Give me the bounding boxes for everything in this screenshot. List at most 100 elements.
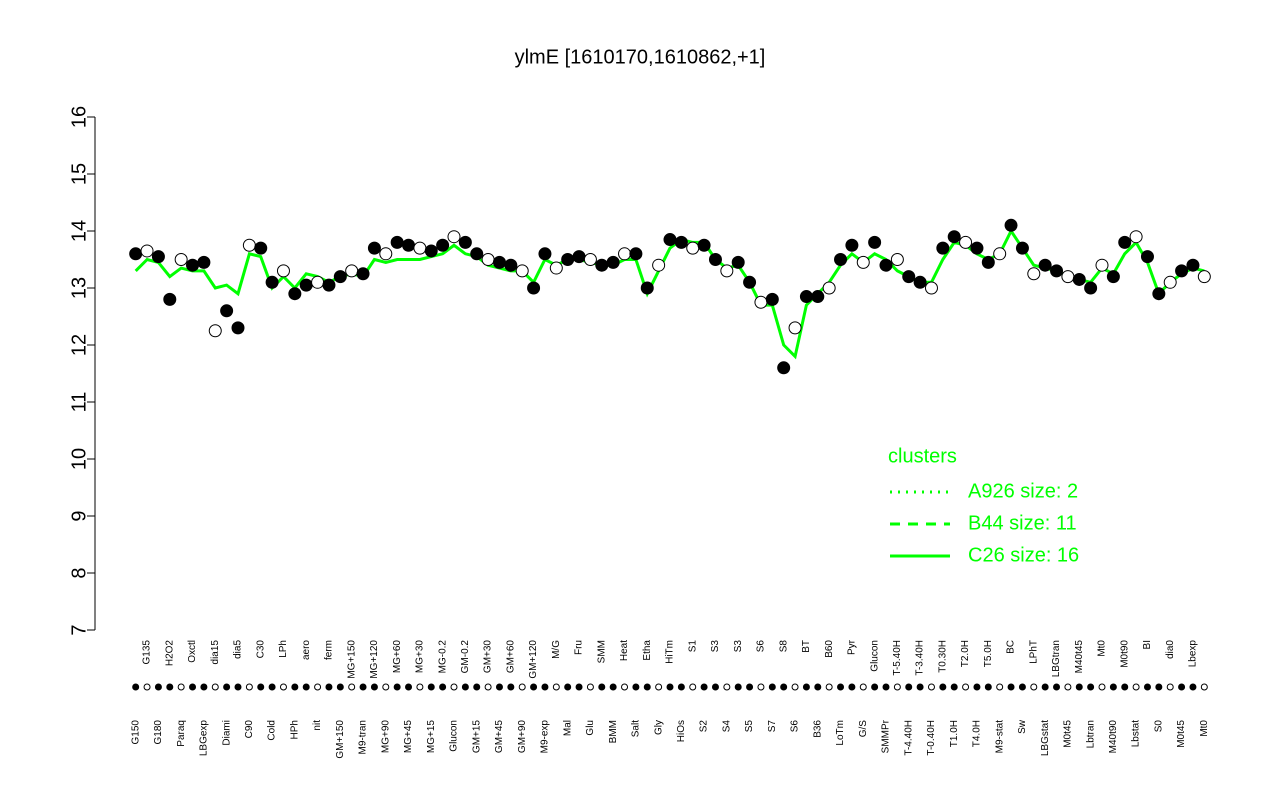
x-tick-label: T1.0H <box>949 720 960 747</box>
point <box>1084 281 1098 295</box>
rug-mark <box>859 683 867 691</box>
rug-mark <box>450 683 458 691</box>
rug-mark <box>416 683 424 691</box>
point <box>186 258 200 272</box>
x-tick-label: S3 <box>710 640 721 653</box>
x-tick-label: BC <box>1006 640 1017 654</box>
point <box>947 230 961 244</box>
point <box>151 250 165 264</box>
point <box>220 304 234 318</box>
point <box>686 241 700 255</box>
point <box>959 235 973 249</box>
y-tick-label: 13 <box>68 277 90 299</box>
rug-mark <box>1121 683 1129 691</box>
x-tick-label: dia5 <box>233 640 244 659</box>
rug-mark <box>359 683 367 691</box>
y-tick-label: 14 <box>68 220 90 242</box>
point <box>1186 258 1200 272</box>
rug-mark <box>1053 683 1061 691</box>
point <box>333 270 347 284</box>
point <box>629 247 643 261</box>
rug-mark <box>257 683 265 691</box>
rug-mark <box>973 683 981 691</box>
point <box>1140 250 1154 264</box>
point <box>731 255 745 269</box>
x-tick-label: M9-exp <box>540 720 551 754</box>
x-tick-label: nit <box>312 720 323 731</box>
point <box>583 253 597 266</box>
rug-mark <box>984 683 992 691</box>
x-tick-label: Paraq <box>176 720 187 747</box>
rug-mark <box>939 683 947 691</box>
x-tick-label: BT <box>801 640 812 653</box>
x-tick-label: B36 <box>812 720 823 738</box>
x-tick-label: GM+60 <box>505 640 516 674</box>
point <box>743 275 757 289</box>
x-tick-label: GM+150 <box>335 720 346 759</box>
rug-mark <box>393 683 401 691</box>
rug-mark <box>461 683 469 691</box>
x-tick-label: S1 <box>687 640 698 653</box>
x-tick-label: SMMPr <box>881 719 892 753</box>
x-tick-label: M40t90 <box>1108 720 1119 754</box>
rug-mark <box>189 683 197 691</box>
point <box>1118 235 1132 249</box>
rug-mark <box>302 683 310 691</box>
x-tick-label: S5 <box>744 720 755 733</box>
x-tick-label: MG+90 <box>380 720 391 754</box>
legend-label: A926 size: 2 <box>968 480 1078 502</box>
rug-mark <box>757 683 765 691</box>
point <box>652 258 666 272</box>
rug-mark <box>632 683 640 691</box>
point <box>845 238 859 252</box>
x-tick-label: LPhT <box>1028 640 1039 664</box>
rug-mark <box>552 683 560 691</box>
point <box>981 255 995 269</box>
point <box>640 281 654 295</box>
point <box>492 255 506 269</box>
x-tick-label: Glucon <box>869 640 880 672</box>
rug-mark <box>1178 683 1186 691</box>
rug-mark <box>1155 683 1163 691</box>
y-tick-label: 16 <box>68 106 90 128</box>
x-tick-label: LBGtran <box>1051 640 1062 677</box>
point <box>140 244 154 258</box>
point <box>254 241 268 255</box>
point <box>720 264 734 278</box>
point <box>311 275 325 289</box>
rug-mark <box>643 683 651 691</box>
point <box>1106 270 1120 284</box>
rug-mark <box>575 683 583 691</box>
rug-mark <box>996 683 1004 691</box>
rug-mark <box>200 683 208 691</box>
x-tick-label: T0.30H <box>937 640 948 673</box>
rug-mark <box>1166 683 1174 691</box>
x-tick-label: Glucon <box>449 720 460 752</box>
rug-mark <box>427 683 435 691</box>
x-tick-label: GM-0.2 <box>460 640 471 674</box>
rug-mark <box>882 683 890 691</box>
point <box>515 264 529 278</box>
point <box>890 253 904 266</box>
x-tick-label: aero <box>301 640 312 660</box>
point <box>265 275 279 289</box>
rug-mark <box>825 683 833 691</box>
rug-mark <box>279 683 287 691</box>
point <box>549 261 563 275</box>
point <box>356 267 370 281</box>
point <box>777 361 791 375</box>
rug-mark <box>768 683 776 691</box>
point <box>288 287 302 301</box>
point <box>834 253 848 266</box>
rug-mark <box>177 683 185 691</box>
rug-mark <box>1041 683 1049 691</box>
x-tick-label: T-5.40H <box>892 640 903 676</box>
point <box>1038 258 1052 272</box>
rug-mark <box>746 683 754 691</box>
x-tick-label: GM+45 <box>494 720 505 754</box>
rug-mark <box>518 683 526 691</box>
point <box>447 230 461 244</box>
x-tick-label: M/G <box>551 640 562 659</box>
point <box>322 278 336 292</box>
x-tick-label: M9-tran <box>358 720 369 754</box>
